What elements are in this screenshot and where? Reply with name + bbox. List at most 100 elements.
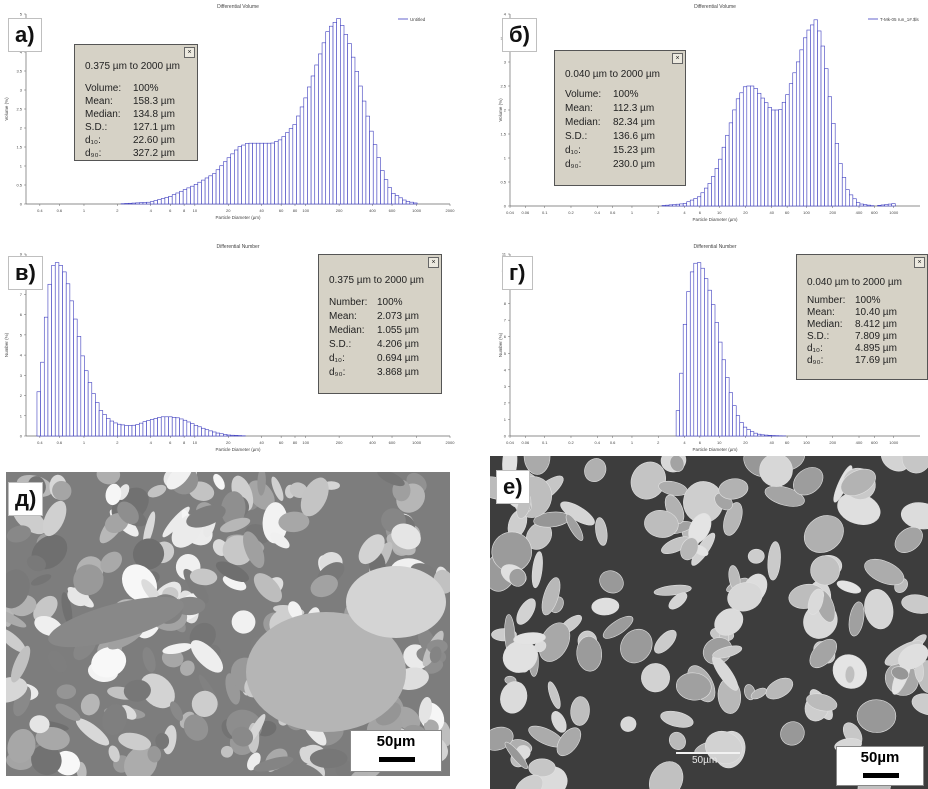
particle bbox=[278, 511, 310, 533]
particle bbox=[42, 500, 67, 537]
histogram-bar bbox=[728, 122, 733, 207]
histogram-bar bbox=[718, 341, 723, 437]
particle bbox=[56, 684, 77, 700]
scale-bar-box: 50µm bbox=[350, 730, 442, 772]
particle bbox=[118, 732, 152, 751]
stats-value: 134.8 µm bbox=[133, 109, 175, 120]
particle bbox=[292, 763, 326, 776]
histogram-bar bbox=[859, 203, 864, 207]
particle bbox=[620, 628, 653, 664]
histogram-bar bbox=[98, 410, 104, 437]
histogram-bar bbox=[215, 169, 221, 205]
histogram-bar bbox=[164, 416, 169, 437]
x-tick-label: 40 bbox=[259, 208, 264, 213]
x-tick-label: 10 bbox=[717, 440, 722, 445]
y-tick-label: 5 bbox=[20, 12, 23, 17]
particle bbox=[668, 592, 688, 610]
particle bbox=[166, 472, 193, 490]
x-tick-label: 400 bbox=[856, 440, 863, 445]
histogram-bar bbox=[711, 176, 716, 207]
stats-value: 158.3 µm bbox=[133, 96, 175, 107]
histogram-bar bbox=[803, 37, 808, 207]
histogram-bar bbox=[131, 424, 136, 437]
chart-title: Differential Volume bbox=[217, 4, 259, 10]
close-icon[interactable]: × bbox=[672, 53, 683, 64]
histogram-bar bbox=[792, 72, 797, 207]
histogram-bar bbox=[139, 422, 144, 437]
histogram-bar bbox=[409, 201, 414, 205]
x-tick-label: 200 bbox=[829, 440, 836, 445]
histogram-bar bbox=[834, 143, 840, 207]
x-tick-label: 600 bbox=[871, 210, 878, 215]
y-tick-label: 0.5 bbox=[16, 183, 22, 188]
particle bbox=[358, 534, 385, 565]
close-icon[interactable]: × bbox=[184, 47, 195, 58]
histogram-bar bbox=[175, 417, 180, 437]
histogram-bar bbox=[65, 283, 71, 437]
y-tick-label: 8 bbox=[504, 301, 507, 306]
histogram-bar bbox=[672, 204, 677, 207]
x-tick-label: 40 bbox=[259, 440, 264, 445]
histogram-bar bbox=[849, 194, 854, 207]
particle bbox=[117, 501, 139, 525]
panel-label-v: в) bbox=[8, 256, 43, 290]
chart-g: Differential Number01234567891011Number … bbox=[498, 244, 920, 452]
histogram-bar bbox=[675, 203, 680, 207]
y-tick-label: 4 bbox=[504, 367, 507, 372]
histogram-bar bbox=[186, 421, 191, 437]
particle bbox=[48, 650, 67, 673]
stats-key: Volume: bbox=[85, 83, 122, 94]
x-tick-label: 8 bbox=[183, 440, 186, 445]
histogram-bar bbox=[168, 196, 173, 205]
particle bbox=[595, 517, 608, 546]
x-tick-label: 1000 bbox=[889, 440, 899, 445]
stats-key: d₁₀: bbox=[85, 135, 101, 146]
x-tick-label: 1000 bbox=[412, 440, 422, 445]
particle bbox=[584, 458, 607, 483]
y-tick-label: 3 bbox=[504, 60, 507, 65]
particle bbox=[602, 615, 634, 639]
panel-label-g: г) bbox=[502, 256, 533, 290]
histogram-bar bbox=[153, 418, 158, 437]
particle bbox=[565, 513, 584, 541]
y-tick-label: 3 bbox=[20, 373, 23, 378]
histogram-bar bbox=[778, 109, 783, 207]
histogram-bar bbox=[380, 170, 385, 205]
histogram-bar bbox=[689, 199, 695, 207]
histogram-bar bbox=[303, 97, 308, 205]
stats-key: Mean: bbox=[807, 307, 835, 318]
particle bbox=[668, 731, 686, 751]
histogram-bar bbox=[117, 423, 122, 437]
histogram-bar bbox=[725, 377, 730, 437]
histogram-bar bbox=[394, 195, 400, 205]
chart-title: Differential Number bbox=[217, 244, 260, 250]
histogram-bar bbox=[824, 68, 829, 207]
histogram-bar bbox=[128, 425, 133, 437]
histogram-bar bbox=[135, 202, 140, 205]
particle bbox=[132, 538, 165, 570]
x-tick-label: 2 bbox=[116, 208, 119, 213]
y-tick-label: 1.5 bbox=[500, 132, 506, 137]
particle bbox=[6, 569, 30, 609]
x-tick-label: 100 bbox=[302, 208, 309, 213]
histogram-bar bbox=[109, 420, 115, 437]
histogram-bar bbox=[149, 201, 155, 205]
close-icon[interactable]: × bbox=[914, 257, 925, 268]
particle bbox=[231, 610, 256, 634]
particle bbox=[649, 761, 684, 789]
particle bbox=[96, 472, 121, 485]
x-tick-label: 6 bbox=[169, 208, 172, 213]
stats-key: Mean: bbox=[85, 96, 113, 107]
particle bbox=[780, 721, 805, 746]
x-axis-label: Particle Diameter (µm) bbox=[692, 447, 738, 452]
particle bbox=[747, 548, 765, 564]
stats-key: Median: bbox=[807, 319, 843, 330]
particle bbox=[864, 558, 905, 586]
close-icon[interactable]: × bbox=[428, 257, 439, 268]
particle bbox=[714, 608, 744, 636]
histogram-bar bbox=[171, 194, 177, 205]
stats-value: 4.895 µm bbox=[855, 343, 897, 354]
x-tick-label: 600 bbox=[389, 440, 396, 445]
x-tick-label: 0.06 bbox=[521, 210, 530, 215]
stats-value: 100% bbox=[613, 89, 639, 100]
